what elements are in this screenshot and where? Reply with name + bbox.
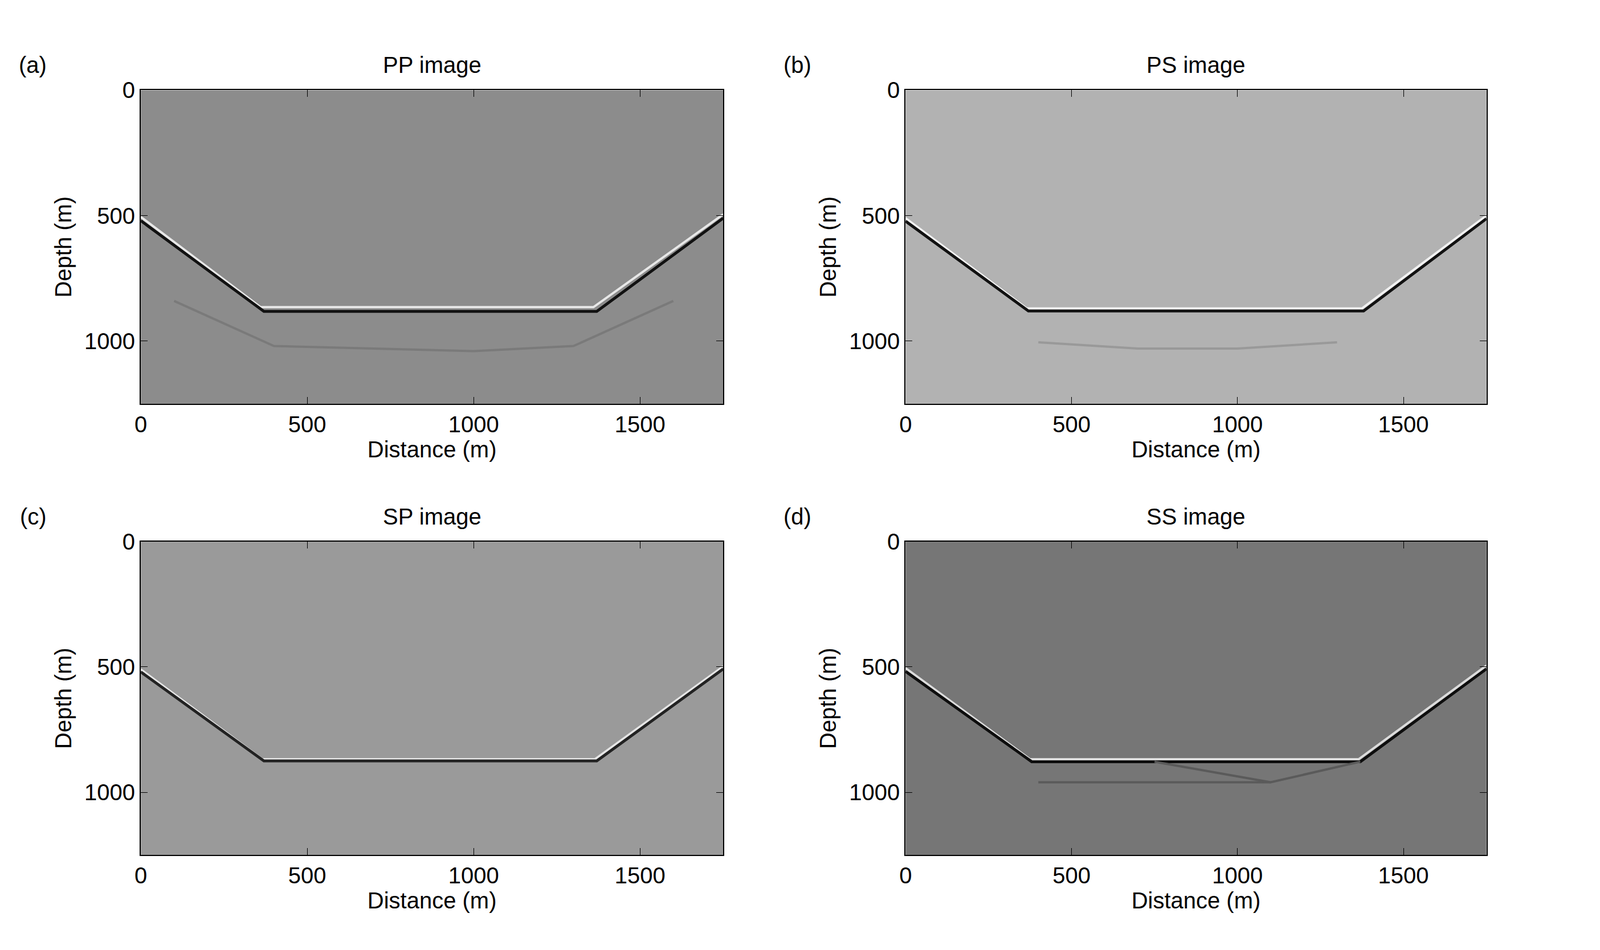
- svg-text:1500: 1500: [614, 411, 666, 438]
- svg-text:(b): (b): [783, 52, 812, 78]
- svg-text:Depth (m): Depth (m): [815, 196, 841, 299]
- svg-text:1500: 1500: [614, 863, 666, 889]
- svg-text:500: 500: [288, 863, 327, 889]
- svg-text:0: 0: [899, 411, 912, 438]
- svg-text:500: 500: [1052, 411, 1091, 438]
- svg-text:0: 0: [887, 77, 900, 103]
- svg-text:Distance (m): Distance (m): [1131, 437, 1261, 463]
- svg-text:1500: 1500: [1378, 863, 1430, 889]
- svg-text:Distance (m): Distance (m): [1131, 888, 1261, 914]
- svg-text:(c): (c): [19, 504, 47, 530]
- svg-text:0: 0: [887, 529, 900, 555]
- svg-text:0: 0: [122, 529, 136, 555]
- svg-text:Depth (m): Depth (m): [815, 647, 841, 750]
- svg-text:1000: 1000: [1211, 411, 1263, 438]
- svg-text:Depth (m): Depth (m): [50, 647, 76, 750]
- svg-text:PP image: PP image: [382, 52, 482, 78]
- svg-text:Depth (m): Depth (m): [50, 196, 76, 299]
- svg-text:SS image: SS image: [1146, 504, 1246, 530]
- svg-text:1000: 1000: [448, 411, 500, 438]
- svg-text:500: 500: [1052, 863, 1091, 889]
- svg-text:Distance (m): Distance (m): [367, 437, 497, 463]
- svg-text:(a): (a): [18, 52, 47, 78]
- svg-text:PS image: PS image: [1146, 52, 1246, 78]
- svg-text:0: 0: [134, 411, 148, 438]
- svg-text:500: 500: [96, 203, 136, 229]
- svg-text:1000: 1000: [1211, 863, 1263, 889]
- svg-text:1500: 1500: [1378, 411, 1430, 438]
- svg-text:1000: 1000: [849, 780, 900, 806]
- svg-text:1000: 1000: [448, 863, 500, 889]
- svg-text:0: 0: [899, 863, 912, 889]
- svg-text:1000: 1000: [849, 328, 900, 354]
- svg-text:500: 500: [862, 203, 901, 229]
- svg-text:1000: 1000: [84, 328, 136, 354]
- svg-text:0: 0: [134, 863, 148, 889]
- svg-text:(d): (d): [783, 504, 812, 530]
- svg-text:500: 500: [862, 654, 901, 680]
- svg-text:500: 500: [96, 654, 136, 680]
- svg-text:1000: 1000: [84, 780, 136, 806]
- svg-text:Distance (m): Distance (m): [367, 888, 497, 914]
- svg-text:500: 500: [288, 411, 327, 438]
- svg-text:SP image: SP image: [382, 504, 482, 530]
- svg-text:0: 0: [122, 77, 136, 103]
